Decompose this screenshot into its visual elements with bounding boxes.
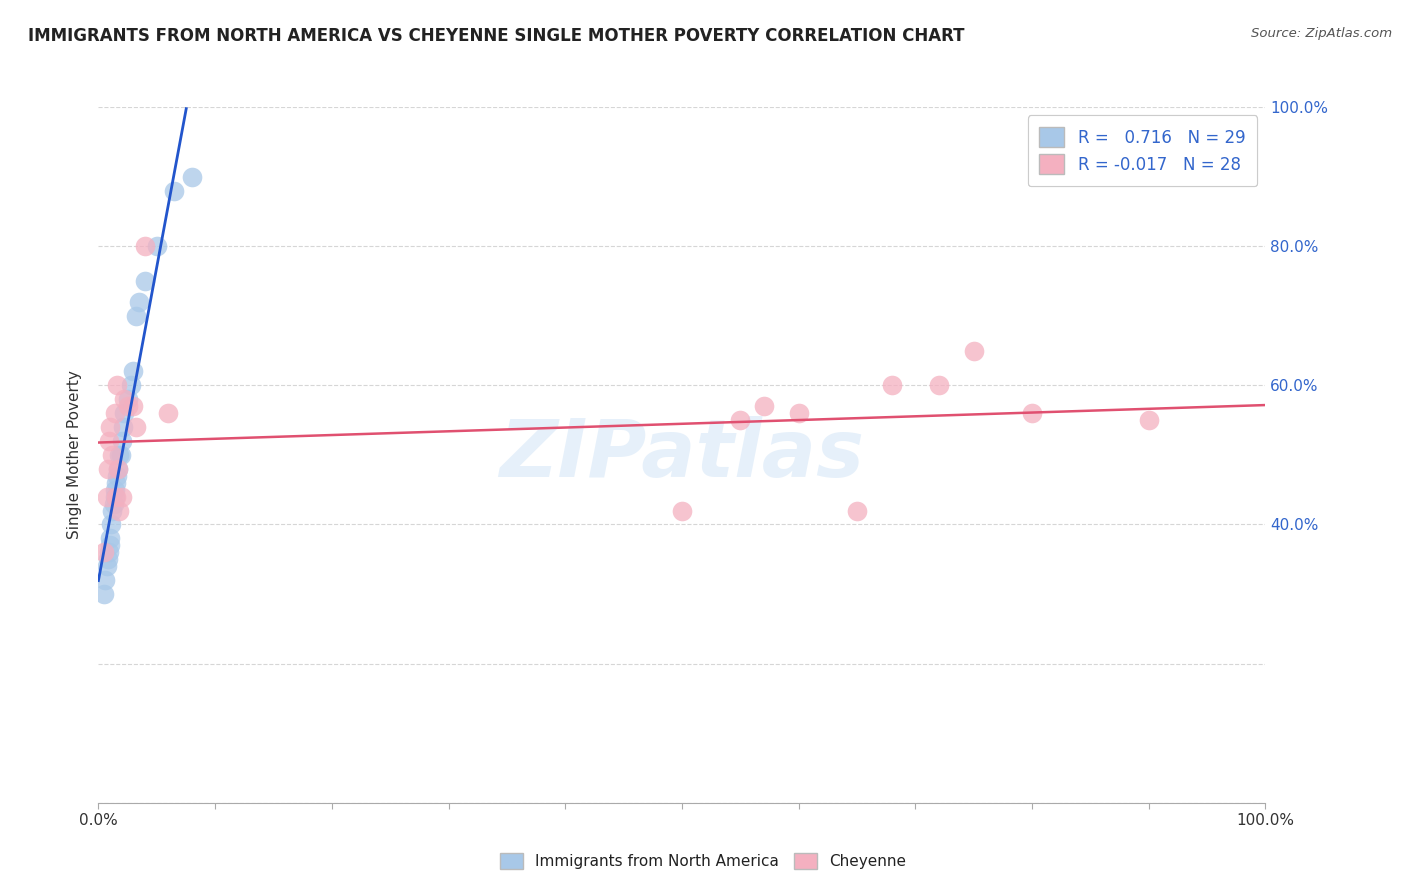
Point xyxy=(880,378,903,392)
Point xyxy=(128,294,150,309)
Point xyxy=(98,538,121,552)
Point xyxy=(1137,413,1160,427)
Point xyxy=(100,517,122,532)
Text: IMMIGRANTS FROM NORTH AMERICA VS CHEYENNE SINGLE MOTHER POVERTY CORRELATION CHAR: IMMIGRANTS FROM NORTH AMERICA VS CHEYENN… xyxy=(28,27,965,45)
Point xyxy=(134,239,156,253)
Point xyxy=(93,587,115,601)
Legend: Immigrants from North America, Cheyenne: Immigrants from North America, Cheyenne xyxy=(494,847,912,875)
Legend: R =   0.716   N = 29, R = -0.017   N = 28: R = 0.716 N = 29, R = -0.017 N = 28 xyxy=(1028,115,1257,186)
Point xyxy=(104,490,127,504)
Point xyxy=(163,184,186,198)
Point xyxy=(94,573,117,587)
Point xyxy=(111,420,134,434)
Point xyxy=(146,239,169,253)
Point xyxy=(134,274,156,288)
Point xyxy=(928,378,950,392)
Point xyxy=(125,309,148,323)
Point xyxy=(111,434,134,448)
Point xyxy=(730,413,752,427)
Point xyxy=(117,399,139,413)
Point xyxy=(111,490,134,504)
Point xyxy=(101,448,124,462)
Y-axis label: Single Mother Poverty: Single Mother Poverty xyxy=(67,370,83,540)
Point xyxy=(108,503,131,517)
Point xyxy=(962,343,984,358)
Point xyxy=(98,532,121,546)
Point xyxy=(180,169,202,184)
Point xyxy=(97,462,120,476)
Point xyxy=(104,406,127,420)
Point xyxy=(112,392,135,407)
Point xyxy=(846,503,869,517)
Point xyxy=(105,468,128,483)
Point xyxy=(1021,406,1043,420)
Text: Source: ZipAtlas.com: Source: ZipAtlas.com xyxy=(1251,27,1392,40)
Point xyxy=(101,503,124,517)
Point xyxy=(125,420,148,434)
Point xyxy=(96,490,118,504)
Point xyxy=(104,475,127,490)
Point xyxy=(752,399,775,413)
Point xyxy=(98,420,121,434)
Point xyxy=(93,545,115,559)
Point xyxy=(108,448,131,462)
Point xyxy=(97,552,120,566)
Point xyxy=(96,559,118,574)
Point xyxy=(104,483,127,497)
Point xyxy=(120,378,142,392)
Point xyxy=(107,462,129,476)
Point xyxy=(787,406,810,420)
Point xyxy=(103,497,125,511)
Point xyxy=(97,434,120,448)
Point xyxy=(104,490,127,504)
Point xyxy=(112,406,135,420)
Point xyxy=(105,378,128,392)
Point xyxy=(110,448,132,462)
Point xyxy=(107,462,129,476)
Point xyxy=(122,399,145,413)
Point xyxy=(97,545,120,559)
Point xyxy=(157,406,180,420)
Point xyxy=(117,392,139,407)
Point xyxy=(122,364,145,378)
Text: ZIPatlas: ZIPatlas xyxy=(499,416,865,494)
Point xyxy=(671,503,693,517)
